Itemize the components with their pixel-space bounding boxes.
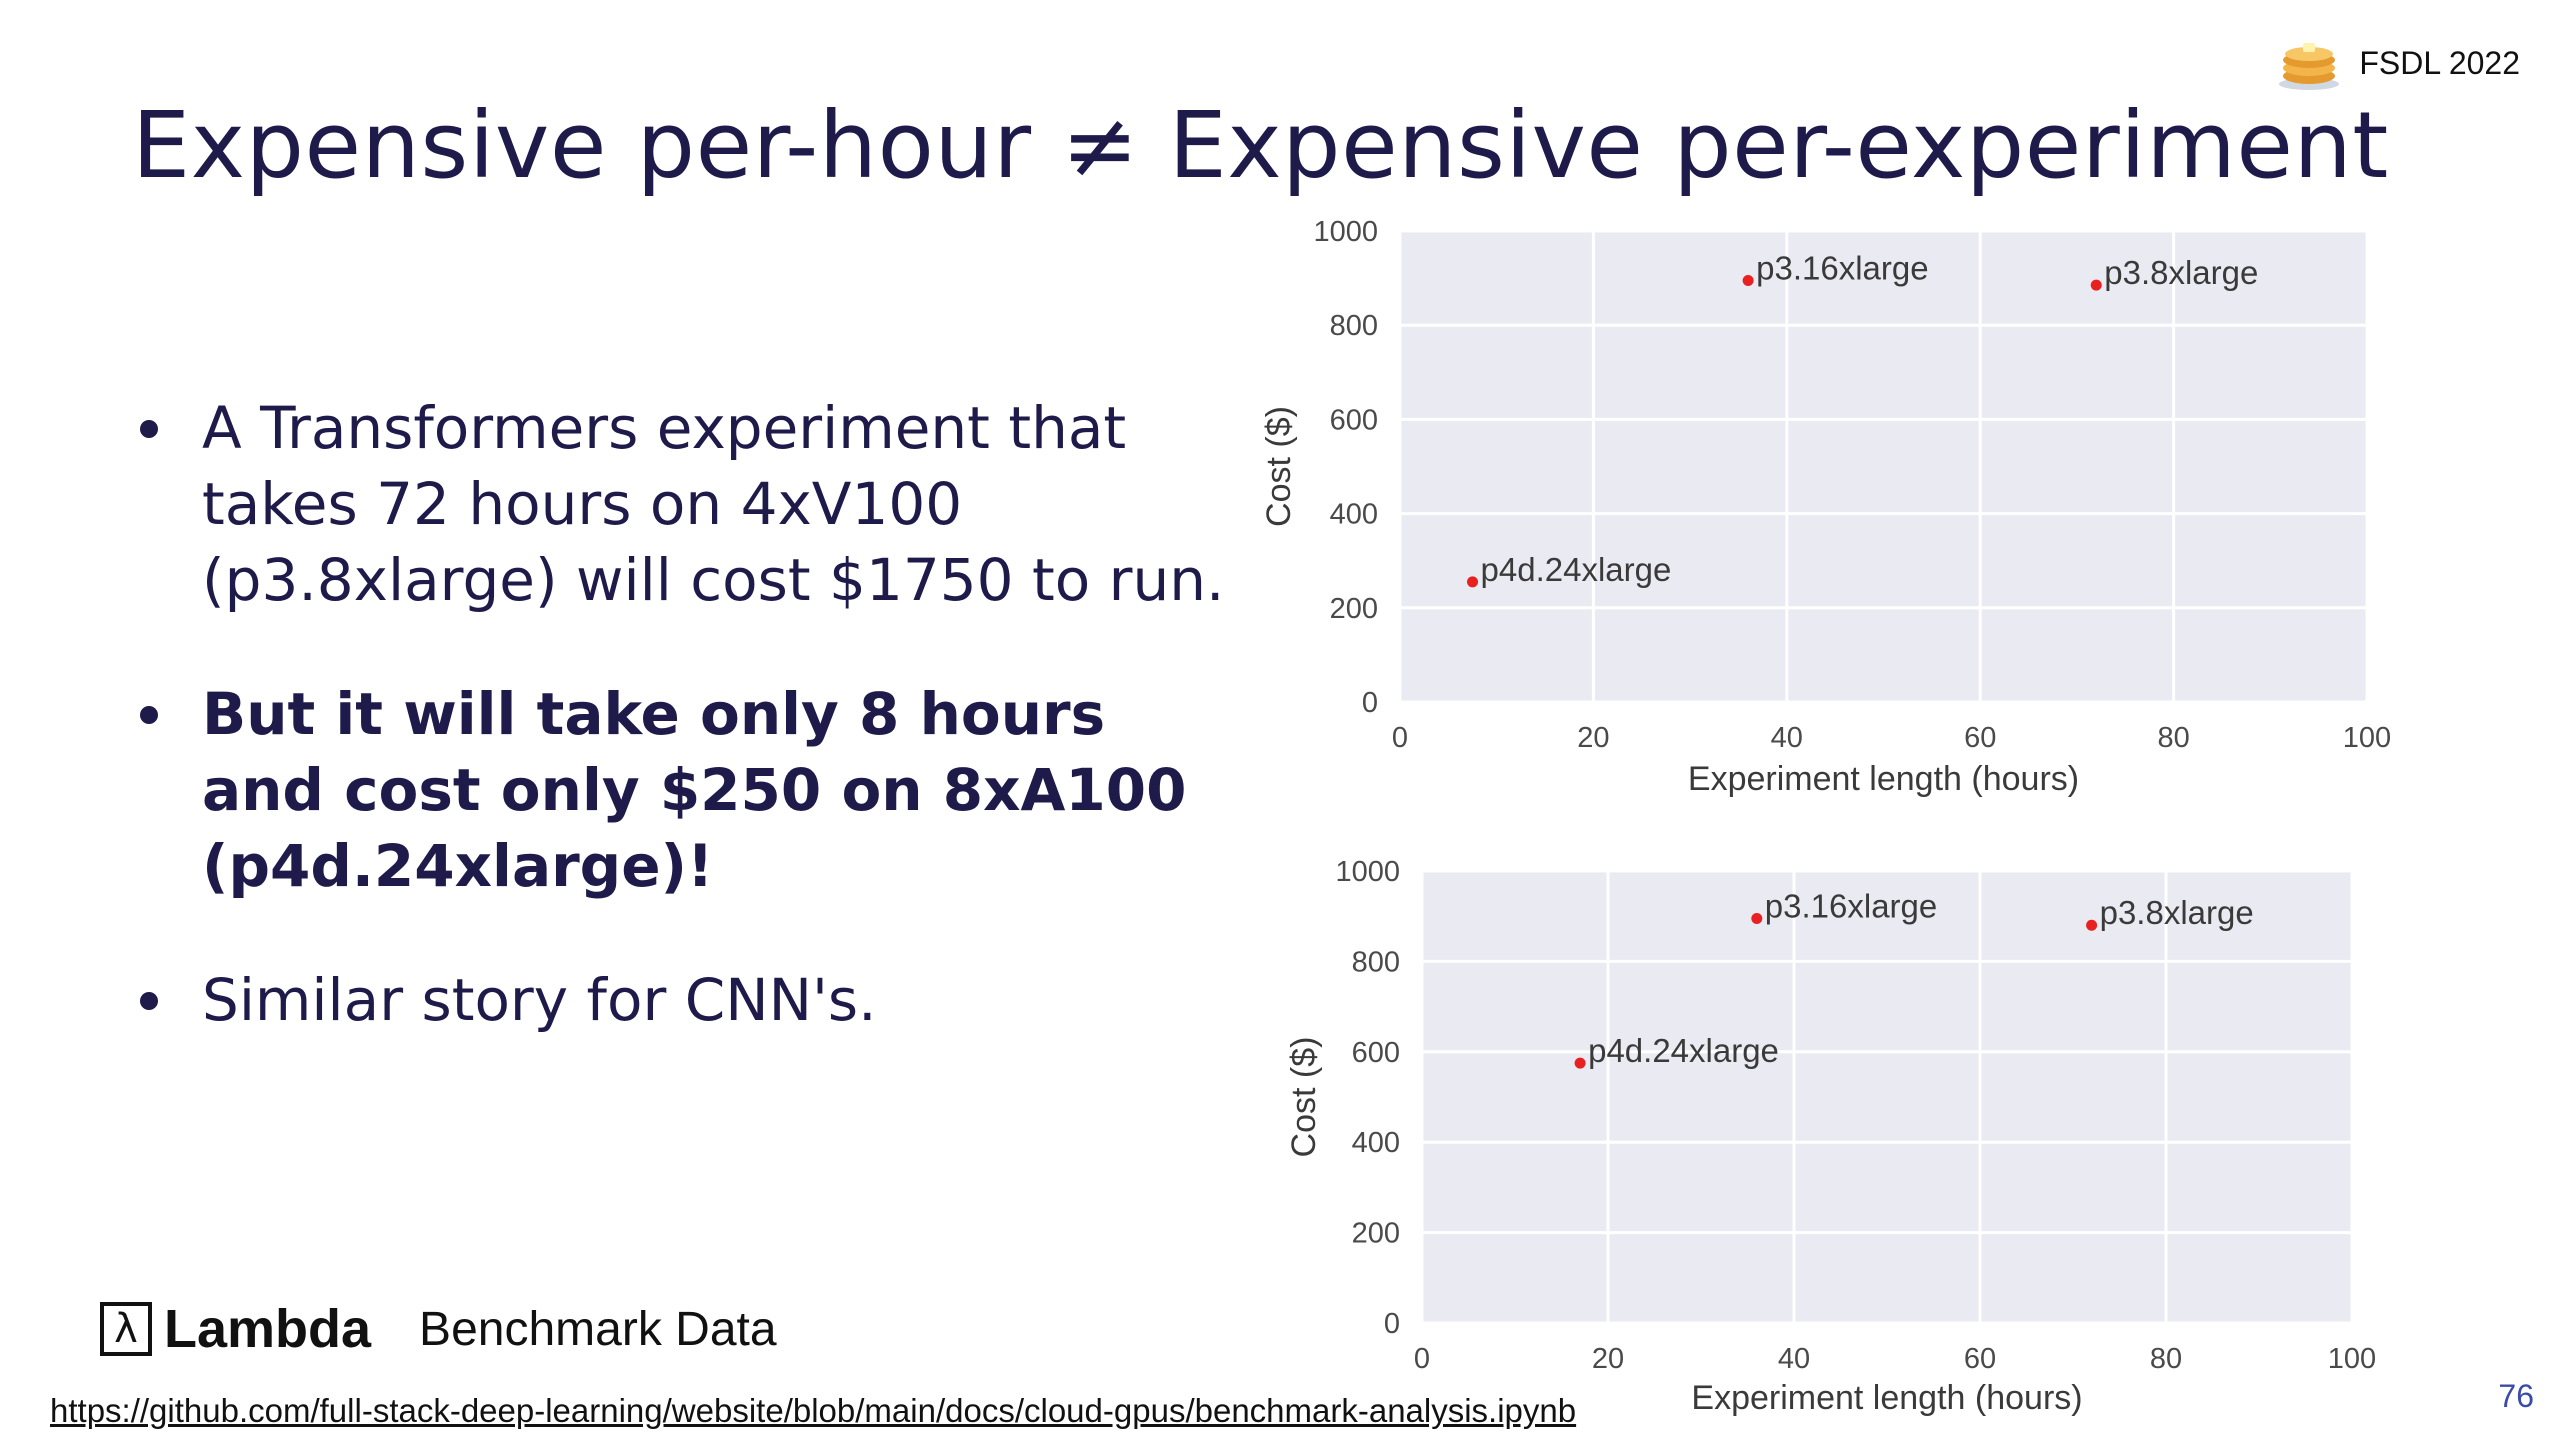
data-point (1751, 912, 1763, 924)
y-tick-label: 0 (1362, 687, 1378, 719)
x-tick-label: 40 (1771, 722, 1803, 754)
x-tick-label: 40 (1778, 1343, 1810, 1375)
bullet-item: A Transformers experiment that takes 72 … (140, 390, 1240, 618)
brand-label: FSDL 2022 (2359, 44, 2520, 81)
y-tick-label: 400 (1330, 499, 1378, 531)
plot-area (1400, 231, 2367, 702)
x-tick-label: 80 (2157, 722, 2189, 754)
data-point-label: p3.8xlarge (2100, 894, 2254, 931)
data-point (2086, 919, 2098, 931)
x-tick-label: 60 (1964, 722, 1996, 754)
x-tick-label: 0 (1414, 1343, 1430, 1375)
data-point (1742, 274, 1754, 286)
data-point-label: p4d.24xlarge (1481, 551, 1672, 588)
data-point (1467, 576, 1479, 588)
x-axis-label: Experiment length (hours) (1688, 760, 2079, 798)
x-tick-label: 100 (2343, 722, 2391, 754)
y-tick-label: 1000 (1313, 216, 1378, 248)
y-tick-label: 1000 (1335, 856, 1400, 888)
y-tick-label: 200 (1330, 593, 1378, 625)
bullet-list: A Transformers experiment that takes 72 … (140, 390, 1240, 1038)
y-tick-label: 800 (1352, 946, 1400, 978)
data-point-label: p3.16xlarge (1756, 249, 1928, 286)
y-tick-label: 200 (1352, 1218, 1400, 1250)
lambda-logo: λ Lambda Benchmark Data (100, 1298, 777, 1360)
x-tick-label: 100 (2328, 1343, 2376, 1375)
lambda-icon: λ (100, 1302, 152, 1356)
plot-area (1422, 871, 2352, 1323)
x-axis-label: Experiment length (hours) (1691, 1379, 2082, 1417)
data-point-label: p3.16xlarge (1765, 887, 1937, 924)
data-point-label: p4d.24xlarge (1588, 1032, 1779, 1069)
x-tick-label: 60 (1964, 1343, 1996, 1375)
pancake-stack-icon (2279, 43, 2340, 90)
bullet-item-bold: But it will take only 8 hours and cost o… (140, 676, 1240, 904)
y-tick-label: 600 (1330, 404, 1378, 436)
y-tick-label: 400 (1352, 1127, 1400, 1159)
y-tick-label: 0 (1384, 1308, 1400, 1340)
scatter-chart-cnn: 0 20 40 60 80 10002004006008001000Experiment … (1285, 856, 2376, 1417)
y-axis-label: Cost ($) (1260, 406, 1298, 527)
y-tick-label: 800 (1330, 310, 1378, 342)
source-link[interactable]: https://github.com/full-stack-deep-learn… (50, 1392, 1577, 1429)
x-tick-label: 80 (2150, 1343, 2182, 1375)
y-axis-label: Cost ($) (1285, 1037, 1323, 1158)
x-tick-label: 20 (1577, 722, 1609, 754)
scatter-chart-transformers: 0 20 40 60 80 10002004006008001000Experiment … (1260, 216, 2391, 798)
bullet-item: Similar story for CNN's. (140, 962, 1240, 1038)
x-tick-label: 0 (1392, 722, 1408, 754)
page-number: 76 (2498, 1378, 2534, 1414)
brand: FSDL 2022 (2277, 34, 2520, 92)
data-point-label: p3.8xlarge (2104, 254, 2258, 291)
x-tick-label: 20 (1592, 1343, 1624, 1375)
data-point (2090, 279, 2102, 291)
slide-title: Expensive per-hour ≠ Expensive per-exper… (132, 92, 2389, 199)
lambda-wordmark: Lambda (164, 1299, 372, 1359)
y-tick-label: 600 (1352, 1037, 1400, 1069)
data-point (1574, 1057, 1586, 1069)
benchmark-label: Benchmark Data (419, 1302, 777, 1356)
